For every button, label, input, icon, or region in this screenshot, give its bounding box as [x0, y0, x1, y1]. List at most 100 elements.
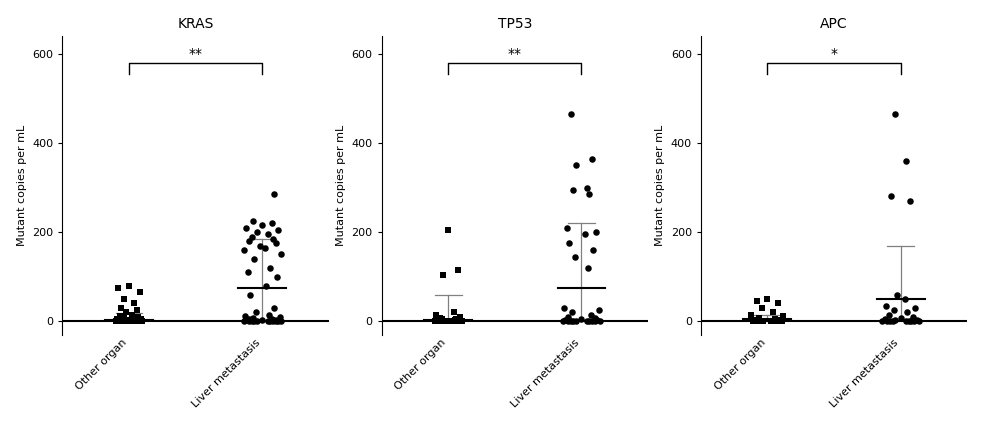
Point [128, 318, 144, 325]
Point [267, 305, 282, 311]
Point [556, 305, 572, 311]
Point [911, 318, 927, 325]
Point [559, 225, 575, 231]
Point [567, 253, 583, 260]
Point [261, 311, 277, 318]
Point [268, 316, 283, 323]
Point [589, 317, 605, 324]
Point [135, 318, 151, 325]
Point [113, 305, 129, 311]
Point [889, 291, 904, 298]
Point [236, 318, 252, 325]
Point [259, 282, 275, 289]
Point [238, 225, 254, 231]
Point [255, 222, 271, 229]
Point [441, 227, 457, 233]
Point [770, 300, 786, 307]
Point [569, 318, 584, 325]
Point [578, 231, 593, 238]
Point [582, 318, 597, 325]
Point [112, 318, 128, 325]
Point [447, 316, 462, 323]
Point [884, 193, 899, 200]
Point [129, 307, 145, 314]
Point [887, 307, 902, 314]
Point [244, 318, 260, 325]
Point [767, 318, 782, 325]
Point [566, 187, 582, 193]
Point [128, 318, 144, 325]
Point [560, 318, 576, 325]
Point [909, 317, 925, 323]
Point [237, 313, 253, 320]
Point [775, 313, 791, 320]
Point [582, 191, 597, 198]
Point [116, 296, 132, 302]
Point [585, 247, 601, 253]
Point [749, 318, 765, 325]
Point [562, 240, 578, 247]
Point [127, 315, 143, 322]
Point [434, 318, 450, 325]
Point [112, 313, 128, 320]
Point [118, 309, 134, 316]
Point [431, 318, 447, 325]
Point [764, 318, 779, 325]
Point [898, 158, 914, 164]
Point [272, 314, 287, 320]
Point [252, 242, 268, 249]
Point [579, 184, 594, 191]
Point [435, 271, 451, 278]
Point [560, 314, 576, 320]
Point [770, 318, 786, 325]
Point [905, 314, 921, 320]
Point [114, 318, 130, 325]
Point [125, 318, 141, 325]
Point [260, 231, 276, 238]
Point [133, 316, 149, 322]
Point [246, 256, 262, 262]
Point [110, 285, 126, 291]
Point [874, 318, 890, 325]
Point [241, 316, 257, 322]
Point [765, 309, 780, 316]
Point [591, 307, 607, 314]
Point [896, 296, 912, 302]
Point [899, 309, 915, 316]
Point [581, 265, 596, 271]
Title: KRAS: KRAS [177, 17, 214, 31]
Point [274, 318, 289, 325]
Point [902, 198, 918, 204]
Point [264, 315, 279, 322]
Point [774, 318, 790, 325]
Point [121, 282, 137, 289]
Point [129, 317, 145, 323]
Point [756, 318, 771, 325]
Point [558, 317, 574, 323]
Point [447, 318, 462, 325]
Point [771, 317, 787, 324]
Text: *: * [830, 46, 837, 60]
Point [117, 318, 133, 325]
Point [744, 311, 760, 318]
Point [584, 155, 600, 162]
Point [248, 309, 264, 316]
Point [238, 317, 254, 324]
Point [745, 318, 761, 325]
Point [592, 318, 608, 325]
Point [432, 314, 448, 321]
Y-axis label: Mutant copies per mL: Mutant copies per mL [17, 125, 27, 246]
Point [579, 318, 594, 325]
Point [236, 247, 252, 253]
Point [249, 229, 265, 236]
Point [885, 318, 900, 325]
Point [749, 298, 765, 305]
Point [245, 218, 261, 225]
Point [246, 318, 262, 325]
Point [265, 318, 280, 325]
Point [754, 305, 769, 311]
Point [748, 317, 764, 323]
Text: **: ** [189, 46, 203, 60]
Point [263, 318, 278, 325]
Point [446, 309, 461, 316]
